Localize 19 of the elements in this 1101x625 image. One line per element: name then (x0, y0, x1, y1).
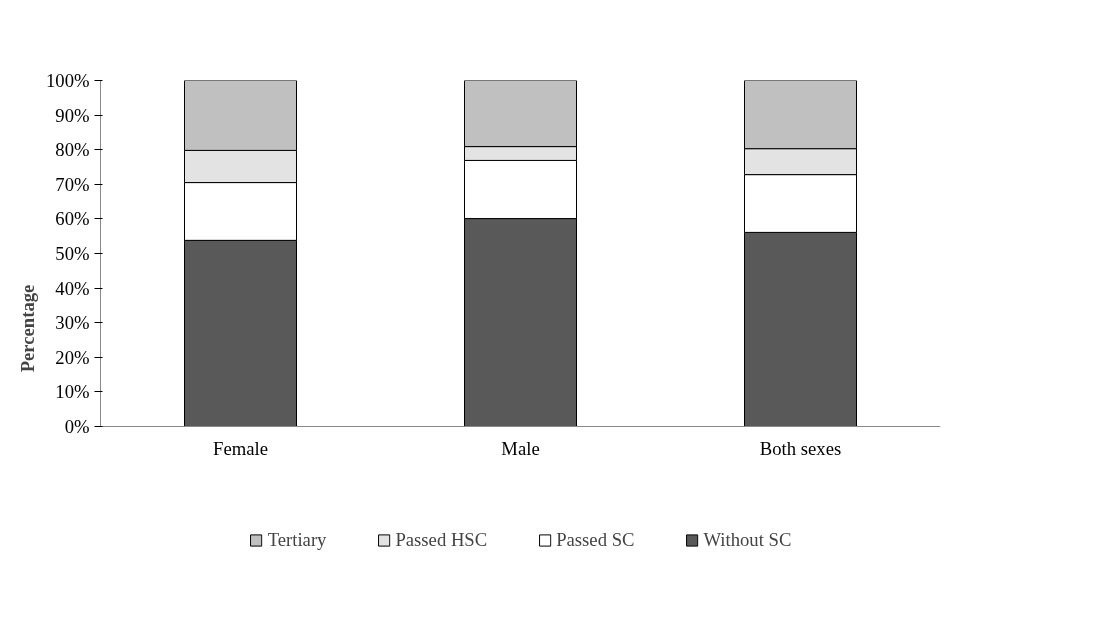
legend-label: Passed SC (556, 529, 635, 551)
y-tick-label: 80% (55, 139, 90, 161)
x-tick-label: Male (501, 437, 540, 459)
legend-label: Passed HSC (395, 529, 488, 551)
legend-label: Tertiary (267, 529, 327, 551)
y-tick-label: 10% (55, 381, 90, 403)
y-tick-label: 90% (55, 104, 90, 126)
y-tick-label: 0% (64, 416, 90, 437)
y-tick-label: 40% (55, 277, 90, 299)
y-tick-label: 30% (55, 312, 90, 334)
x-tick-label: Both sexes (759, 437, 842, 459)
x-tick-label: Female (213, 437, 268, 459)
y-axis-title: Percentage (16, 284, 38, 373)
y-tick-label: 60% (55, 208, 90, 230)
y-tick-label: 50% (55, 243, 90, 264)
y-tick-label: 70% (55, 173, 90, 195)
y-tick-label: 20% (55, 346, 90, 368)
legend-label: Without SC (703, 529, 792, 551)
y-tick-label: 100% (45, 70, 90, 91)
